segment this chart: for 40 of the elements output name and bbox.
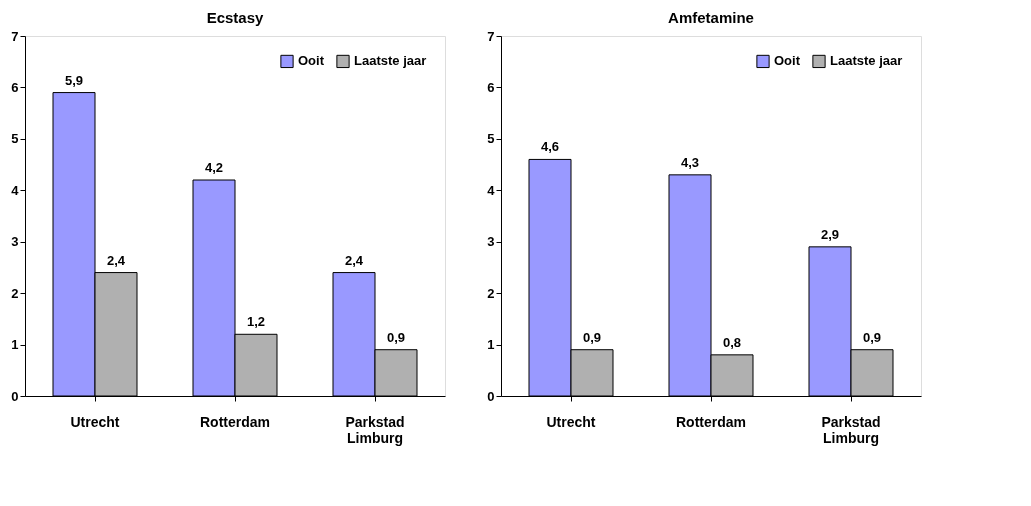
data-label: 4,6 <box>540 139 560 155</box>
data-label: 4,3 <box>680 154 700 170</box>
y-tick-label: 6 <box>11 79 19 95</box>
data-label: 0,9 <box>582 329 602 345</box>
data-label: 0,8 <box>722 334 742 350</box>
x-tick-label: Utrecht <box>546 413 596 430</box>
y-tick-label: 7 <box>487 28 495 44</box>
y-tick-label: 3 <box>487 234 495 250</box>
data-label: 1,2 <box>246 314 266 330</box>
y-tick-label: 2 <box>11 285 19 301</box>
data-label: 0,9 <box>862 329 882 345</box>
y-tick-label: 1 <box>487 337 495 353</box>
x-tick-label: Parkstad Limburg <box>821 413 881 446</box>
data-label: 2,4 <box>344 252 364 268</box>
y-tick-label: 4 <box>11 182 20 198</box>
data-label: 5,9 <box>64 72 84 88</box>
chart-title: Ecstasy <box>206 9 265 26</box>
y-tick-label: 0 <box>487 388 495 404</box>
legend-label: Laatste jaar <box>830 53 903 69</box>
data-label: 2,4 <box>106 252 126 268</box>
y-tick-label: 5 <box>11 131 19 147</box>
x-tick-label: Utrecht <box>70 413 120 430</box>
y-tick-label: 3 <box>11 234 19 250</box>
y-tick-label: 6 <box>487 79 495 95</box>
y-tick-label: 4 <box>487 182 496 198</box>
y-tick-label: 0 <box>11 388 19 404</box>
x-tick-label: Parkstad Limburg <box>345 413 405 446</box>
y-tick-label: 2 <box>487 285 495 301</box>
data-label: 2,9 <box>820 226 840 242</box>
data-label: 4,2 <box>204 160 224 175</box>
y-tick-label: 5 <box>487 131 495 147</box>
y-tick-label: 7 <box>11 28 19 44</box>
legend-label: Laatste jaar <box>354 53 427 69</box>
legend-label: Ooit <box>298 53 325 69</box>
chart-title: Amfetamine <box>668 9 754 26</box>
data-label: 0,9 <box>386 329 406 345</box>
y-tick-label: 1 <box>11 337 19 353</box>
x-tick-label: Rotterdam <box>199 413 271 430</box>
x-tick-label: Rotterdam <box>675 413 747 430</box>
legend-label: Ooit <box>774 53 801 69</box>
